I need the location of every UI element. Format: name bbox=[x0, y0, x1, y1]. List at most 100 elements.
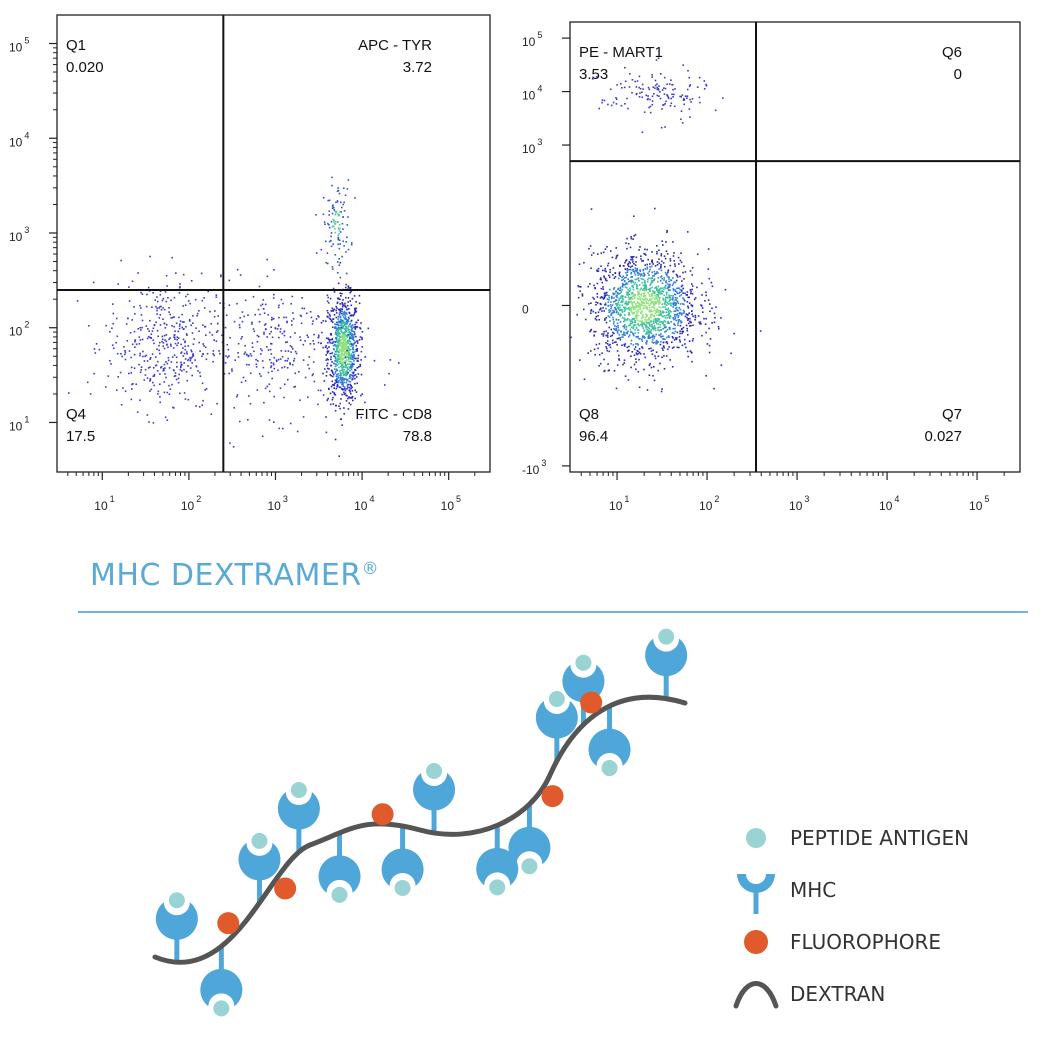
data-point bbox=[353, 312, 356, 314]
data-point bbox=[645, 331, 648, 334]
data-point bbox=[139, 304, 141, 307]
data-point bbox=[673, 281, 676, 283]
data-point bbox=[289, 422, 292, 425]
data-point bbox=[648, 364, 651, 367]
data-point bbox=[169, 388, 172, 390]
data-point bbox=[144, 368, 147, 371]
data-point bbox=[187, 358, 190, 361]
data-point bbox=[348, 337, 351, 339]
data-point bbox=[346, 304, 349, 307]
data-point bbox=[355, 344, 358, 347]
data-point bbox=[629, 266, 632, 268]
data-point bbox=[690, 351, 693, 353]
data-point bbox=[669, 260, 672, 262]
data-point bbox=[343, 245, 345, 247]
data-point bbox=[635, 304, 638, 307]
data-point bbox=[620, 295, 622, 298]
data-point bbox=[651, 353, 654, 355]
data-point bbox=[668, 276, 670, 278]
data-point bbox=[684, 271, 687, 273]
data-point bbox=[348, 332, 351, 334]
data-point bbox=[620, 314, 622, 316]
data-point bbox=[614, 276, 617, 278]
data-point bbox=[354, 333, 356, 335]
data-point bbox=[330, 356, 332, 358]
data-point bbox=[589, 283, 591, 285]
data-point bbox=[345, 378, 348, 381]
data-point bbox=[184, 345, 186, 348]
data-point bbox=[656, 261, 659, 263]
data-point bbox=[348, 386, 351, 389]
data-point bbox=[345, 306, 347, 309]
data-point bbox=[647, 258, 649, 261]
data-point bbox=[159, 290, 162, 293]
data-point bbox=[642, 299, 645, 301]
data-point bbox=[330, 334, 332, 336]
data-point bbox=[681, 332, 683, 335]
data-point bbox=[341, 393, 343, 396]
data-point bbox=[626, 294, 628, 296]
data-point bbox=[638, 358, 640, 361]
data-point bbox=[644, 304, 646, 307]
data-point bbox=[261, 303, 264, 306]
data-point bbox=[658, 288, 661, 291]
data-point bbox=[645, 301, 647, 303]
data-point bbox=[331, 370, 334, 373]
data-point bbox=[335, 387, 338, 390]
data-point bbox=[336, 332, 338, 335]
data-point bbox=[688, 322, 690, 325]
data-point bbox=[645, 94, 648, 97]
data-point bbox=[709, 310, 711, 313]
data-point bbox=[165, 300, 168, 303]
data-point bbox=[350, 242, 353, 244]
data-point bbox=[646, 268, 648, 270]
data-point bbox=[339, 298, 341, 301]
data-point bbox=[705, 294, 707, 297]
data-point bbox=[348, 308, 350, 310]
data-point bbox=[634, 316, 637, 318]
data-point bbox=[678, 292, 680, 294]
plot-frame bbox=[56, 14, 491, 473]
data-point bbox=[335, 323, 338, 326]
data-point bbox=[645, 288, 648, 291]
data-point bbox=[664, 284, 667, 287]
data-point bbox=[311, 323, 314, 325]
data-point bbox=[351, 371, 354, 374]
data-point bbox=[348, 358, 350, 360]
data-point bbox=[279, 331, 282, 333]
data-point bbox=[353, 360, 355, 362]
data-point bbox=[692, 338, 694, 340]
data-point bbox=[631, 265, 633, 267]
data-point bbox=[352, 347, 354, 349]
data-point bbox=[174, 375, 177, 377]
data-point bbox=[173, 316, 175, 318]
data-point bbox=[670, 321, 672, 323]
data-point bbox=[339, 374, 341, 377]
data-point bbox=[98, 348, 101, 351]
data-point bbox=[668, 312, 671, 314]
y-tick-label: 0 bbox=[522, 302, 529, 316]
data-point bbox=[657, 329, 659, 331]
data-point bbox=[634, 281, 637, 284]
data-point bbox=[621, 87, 623, 89]
data-point bbox=[615, 257, 617, 260]
data-point bbox=[647, 288, 650, 291]
y-tick-label: 10 2 bbox=[9, 320, 29, 339]
data-point bbox=[233, 407, 235, 409]
data-point bbox=[646, 340, 648, 343]
data-point bbox=[629, 262, 631, 264]
data-point bbox=[109, 360, 111, 362]
quadrant-name: APC - TYR bbox=[358, 37, 432, 54]
data-point bbox=[654, 309, 656, 311]
data-point bbox=[111, 327, 113, 329]
data-point bbox=[213, 354, 215, 357]
data-point bbox=[633, 272, 636, 274]
data-point bbox=[624, 103, 626, 105]
data-point bbox=[338, 361, 341, 363]
data-point bbox=[616, 364, 619, 366]
data-point bbox=[676, 314, 678, 316]
data-point bbox=[182, 347, 184, 349]
data-point bbox=[637, 371, 640, 373]
data-point bbox=[657, 300, 659, 302]
data-point bbox=[674, 296, 677, 299]
